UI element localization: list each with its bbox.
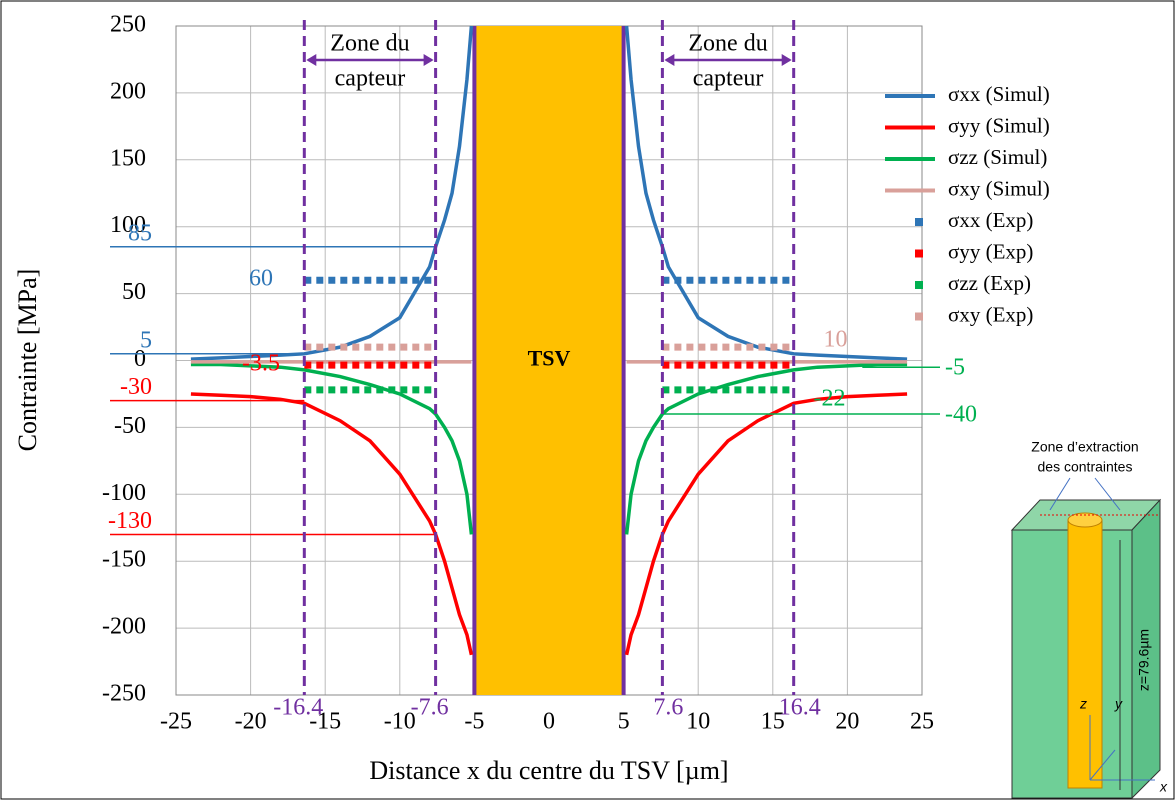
x-tick-label: 25 [910,709,934,735]
x-axis-title: Distance x du centre du TSV [µm] [369,756,728,785]
y-tick-label: -100 [102,480,146,506]
sim-line [190,362,908,535]
x-tick-label: 0 [543,709,555,735]
cylinder-top [1067,512,1103,528]
marker-label: 16.4 [779,695,821,721]
reference-label: -40 [945,402,977,428]
zone-label: capteur [693,66,764,92]
legend-label: σzz (Exp) [948,271,1031,295]
inset-title: Zone d’extraction [1031,439,1138,455]
x-tick-label: 10 [686,709,710,735]
reference-label: 85 [128,220,152,246]
exp-value-label: 60 [249,266,273,292]
legend-label: σxx (Simul) [948,82,1050,106]
legend-swatch [915,281,923,289]
x-tick-label: -20 [235,709,267,735]
legend-label: σxy (Simul) [948,176,1050,200]
legend-label: σyy (Simul) [948,113,1050,137]
marker-label: -7.6 [411,695,449,721]
zone-label: Zone du [688,31,767,57]
sim-line [190,25,908,361]
marker-label: -16.4 [273,695,323,721]
cylinder [1067,519,1103,789]
legend-label: σzz (Simul) [948,145,1047,169]
x-tick-label: -25 [160,709,192,735]
x-tick-label: 5 [618,709,630,735]
legend-label: σxx (Exp) [948,208,1033,232]
arrow [1049,477,1071,511]
exp-value-label: 10 [823,327,847,353]
x-tick-label: -15 [309,709,341,735]
exp-value-label: -22 [813,385,845,411]
axis-name: y [1114,696,1123,712]
tsv-label: TSV [528,346,571,371]
exp-value-label: -3.5 [242,351,280,377]
axis-arrow [1089,749,1116,781]
zone-label: Zone du [330,31,409,57]
axis-name: z [1079,696,1087,712]
y-tick-label: 0 [134,346,146,372]
axis-name: x [1159,779,1168,795]
y-tick-label: 250 [110,12,146,38]
arrow [1094,477,1121,511]
y-axis-title: Contrainte [MPa] [13,269,42,452]
y-tick-label: 50 [122,279,146,305]
y-tick-label: 100 [110,212,146,238]
y-tick-label: -150 [102,547,146,573]
x-tick-label: 15 [761,709,785,735]
y-tick-label: -200 [102,614,146,640]
inset-title: des contraintes [1038,459,1133,475]
zone-label: capteur [335,66,406,92]
x-tick-label: 20 [835,709,859,735]
reference-label: 5 [140,327,152,353]
reference-label: -5 [945,355,965,381]
y-tick-label: -50 [114,413,146,439]
legend-swatch [915,218,923,226]
legend-swatch [915,249,923,258]
tsv [474,26,624,695]
legend-label: σxy (Exp) [948,302,1033,326]
legend-swatch [915,312,923,321]
y-tick-label: 150 [110,145,146,171]
y-tick-label: -250 [102,681,146,707]
marker-label: 7.6 [653,695,683,721]
x-tick-label: -10 [384,709,416,735]
inset: Zone d’extraction des contraintes z=79.6… [1010,439,1168,800]
reference-label: -30 [120,374,152,400]
reference-label: -130 [108,508,152,534]
x-tick-label: -5 [464,709,484,735]
inset-height: z=79.6µm [1136,629,1152,691]
legend-label: σyy (Exp) [948,239,1033,263]
sim-line [190,392,908,656]
y-tick-label: 200 [110,78,146,104]
